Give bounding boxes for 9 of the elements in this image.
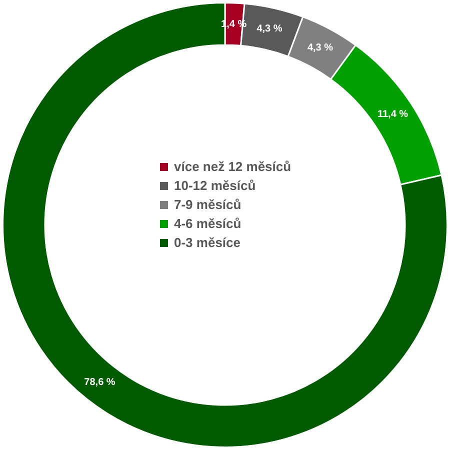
legend-label: 7-9 měsíců [174,197,242,212]
data-label: 11,4 % [377,108,408,120]
legend-label: více než 12 měsíců [174,159,292,174]
legend-label: 4-6 měsíců [174,216,242,231]
data-label: 4,3 % [256,24,282,35]
legend-label: 10-12 měsíců [174,178,256,193]
data-label: 78,6 % [84,377,116,388]
data-label: 4,3 % [307,42,334,54]
legend-label: 0-3 měsíce [174,235,240,250]
